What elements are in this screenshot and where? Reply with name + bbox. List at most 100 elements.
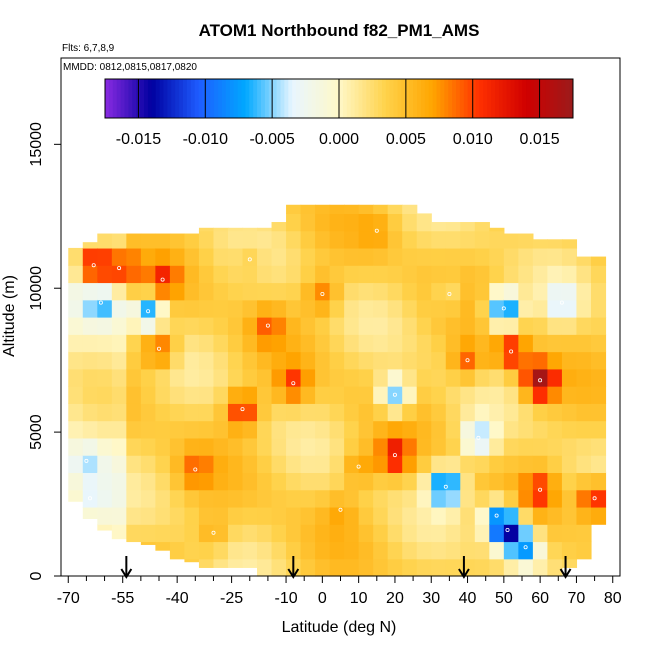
heatmap-cell (547, 299, 563, 318)
heatmap-cell (474, 247, 490, 266)
heatmap-cell (387, 265, 403, 284)
heatmap-cell (431, 437, 447, 456)
heatmap-cell (140, 282, 156, 301)
heatmap-cell (387, 230, 403, 249)
heatmap-cell (227, 472, 244, 491)
heatmap-cell (416, 506, 432, 525)
colorbar-segment (440, 79, 445, 118)
heatmap-cell (257, 230, 273, 249)
heatmap-cell (489, 386, 505, 404)
heatmap-cell (169, 386, 186, 404)
heatmap-cell (344, 506, 360, 525)
heatmap-cell (474, 334, 490, 353)
heatmap-cell (140, 455, 156, 473)
heatmap-cell (532, 420, 548, 439)
heatmap-cell (184, 524, 200, 543)
heatmap-cell (213, 351, 229, 370)
heatmap-cell (402, 282, 418, 301)
heatmap-cell (431, 558, 447, 577)
heatmap-cell (503, 233, 519, 249)
heatmap-cell (576, 334, 592, 353)
heatmap-cell (402, 334, 418, 353)
heatmap-cell (402, 386, 418, 404)
heatmap-cell (431, 299, 447, 318)
heatmap-cell (155, 265, 171, 284)
heatmap-cell (286, 204, 302, 214)
heatmap-cell (140, 247, 156, 266)
heatmap-cell (532, 265, 548, 284)
heatmap-cell (82, 489, 98, 508)
heatmap-cell (155, 317, 171, 335)
x-tick-label: 40 (459, 590, 477, 607)
heatmap-cell (329, 437, 345, 456)
colorbar-tick-label: 0.010 (453, 131, 493, 148)
heatmap-cell (402, 472, 418, 491)
heatmap-cell (82, 265, 98, 284)
sample-point (117, 266, 122, 271)
heatmap-cell (474, 506, 490, 525)
heatmap-cell (300, 420, 316, 439)
heatmap-cell (590, 489, 607, 508)
heatmap-cell (460, 455, 476, 473)
colorbar-segment (335, 79, 340, 118)
heatmap-cell (155, 420, 171, 439)
colorbar-segment (510, 79, 515, 118)
heatmap-cell (590, 368, 607, 387)
heatmap-cell (315, 265, 331, 284)
sample-point (84, 458, 89, 463)
heatmap-cell (431, 282, 447, 301)
heatmap-cell (358, 489, 374, 508)
heatmap-cell (503, 524, 519, 543)
heatmap-cell (590, 317, 607, 335)
heatmap-cell (286, 524, 302, 543)
heatmap-cell (460, 489, 476, 508)
heatmap-cell (198, 265, 215, 284)
heatmap-cell (227, 351, 244, 370)
heatmap-cell (140, 299, 156, 318)
colorbar-segment (190, 79, 196, 118)
heatmap-cell (387, 386, 403, 404)
heatmap-cell (315, 524, 331, 543)
heatmap-cell (518, 506, 534, 525)
heatmap-cell (358, 386, 374, 404)
sample-point (193, 467, 198, 472)
heatmap-cell (329, 541, 345, 560)
heatmap-cell (474, 299, 490, 318)
heatmap-cell (213, 455, 229, 473)
heatmap-cell (111, 299, 127, 318)
heatmap-cell (82, 420, 98, 439)
heatmap-cell (561, 472, 578, 491)
heatmap-cell (358, 524, 374, 543)
heatmap-cell (329, 334, 345, 353)
heatmap-cell (169, 437, 186, 456)
colorbar-segment (268, 79, 274, 118)
heatmap-cell (373, 334, 389, 353)
heatmap-cell (213, 334, 229, 353)
profile-arrow-head (559, 568, 572, 579)
heatmap-cell (402, 265, 418, 284)
heatmap-cell (416, 213, 432, 232)
heatmap-cell (445, 222, 461, 232)
heatmap-cell (503, 472, 519, 491)
heatmap-cell (315, 437, 331, 456)
heatmap-cell (155, 247, 171, 266)
heatmap-cell (198, 420, 215, 439)
heatmap-cell (315, 558, 331, 577)
heatmap-cell (315, 317, 331, 335)
heatmap-cell (315, 334, 331, 353)
heatmap-cell (111, 265, 127, 284)
heatmap-cell (97, 403, 113, 422)
colorbar-segment (381, 79, 387, 118)
colorbar-segment (112, 79, 118, 118)
heatmap-cell (373, 455, 389, 473)
heatmap-cell (300, 282, 316, 301)
heatmap-cell (329, 420, 345, 439)
heatmap-cell (431, 472, 447, 491)
heatmap-cell (329, 455, 345, 473)
heatmap-cell (561, 455, 578, 473)
colorbar-segment (276, 79, 281, 118)
heatmap-cell (257, 386, 273, 404)
heatmap-cell (155, 455, 171, 473)
colorbar-segment (167, 79, 172, 118)
heatmap-cell (489, 541, 505, 560)
